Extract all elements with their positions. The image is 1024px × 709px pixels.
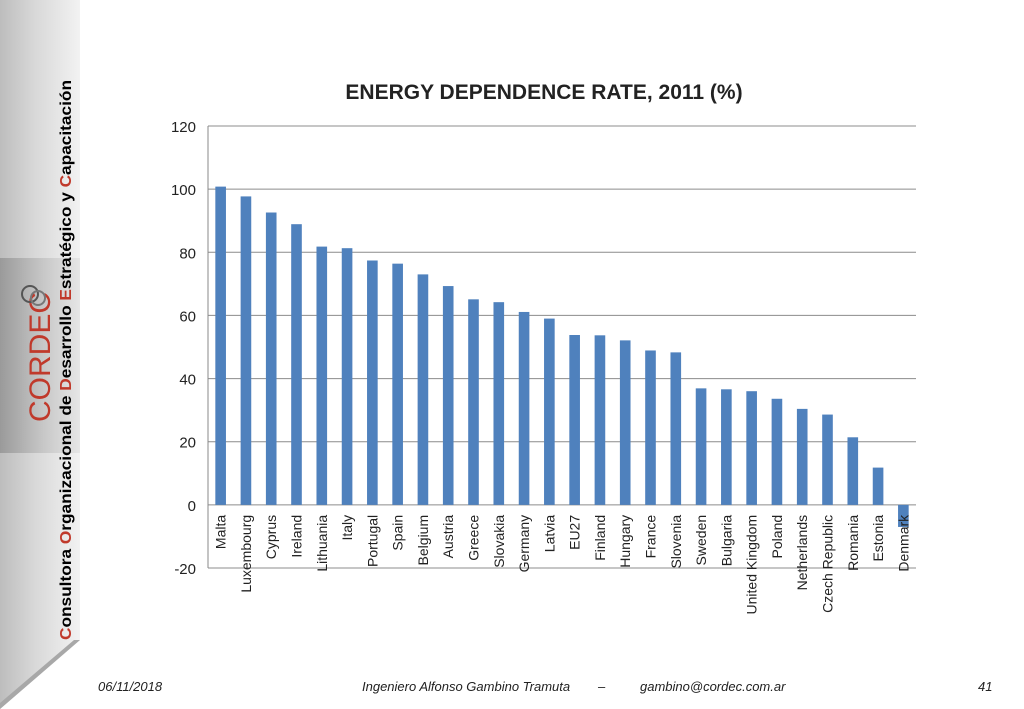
cordec-logo: CORDEC — [21, 285, 57, 422]
y-tick-label: 0 — [188, 498, 196, 515]
logo-rings-icon — [21, 285, 39, 303]
sidebar-initial: D — [58, 378, 75, 390]
bar — [721, 389, 732, 505]
x-tick-label: Czech Republic — [820, 515, 836, 613]
bar-chart: ENERGY DEPENDENCE RATE, 2011 (%) -20 0 20 4… — [171, 81, 916, 615]
x-tick-label: Bulgaria — [718, 515, 734, 567]
sidebar-initial: E — [58, 289, 75, 301]
bar — [240, 196, 252, 505]
bar — [442, 286, 454, 505]
bar — [518, 311, 530, 505]
x-tick-label: Estonia — [870, 515, 886, 562]
x-tick-label: Portugal — [364, 515, 380, 567]
x-tick-label: France — [643, 515, 659, 559]
x-tick-label: Italy — [339, 515, 355, 541]
sidebar-initial: O — [58, 531, 75, 544]
bar — [392, 263, 403, 505]
x-tick-label: Ireland — [289, 515, 305, 558]
x-tick-label: Malta — [213, 515, 229, 549]
y-axis-ticks: -20 0 20 40 60 80 100 120 — [171, 119, 196, 578]
sidebar: CORDEC Consultora Organizacional de Desa… — [0, 0, 80, 709]
gridlines — [208, 125, 916, 569]
bar — [872, 467, 884, 505]
bar — [796, 408, 808, 505]
footer-separator: – — [598, 679, 606, 694]
bar — [771, 398, 783, 505]
bar — [215, 186, 226, 505]
sidebar-word: apacitación — [58, 80, 75, 175]
bar — [695, 388, 707, 505]
x-tick-label: Spain — [390, 515, 406, 551]
footer-date: 06/11/2018 — [98, 679, 163, 694]
svg-text:Consultora Organizacional de D: Consultora Organizacional de Desarrollo … — [58, 80, 75, 640]
x-tick-label: United Kingdom — [744, 515, 760, 615]
bar — [316, 246, 328, 505]
x-tick-label: Finland — [592, 515, 608, 561]
x-tick-label: Romania — [845, 515, 861, 571]
page-number: 41 — [978, 679, 993, 694]
x-tick-label: Belgium — [415, 515, 431, 566]
bars — [215, 186, 909, 527]
bar — [417, 274, 429, 505]
bar — [898, 504, 909, 527]
page-fold — [0, 640, 80, 709]
sidebar-word: stratégico y — [58, 187, 75, 289]
x-tick-label: Sweden — [693, 515, 709, 566]
y-tick-label: 60 — [179, 308, 196, 325]
sidebar-vertical-text: Consultora Organizacional de Desarrollo … — [58, 80, 75, 640]
sidebar-word: esarrollo — [58, 301, 75, 379]
bar — [493, 302, 505, 505]
bar — [619, 340, 631, 505]
x-tick-label: Lithuania — [314, 515, 330, 572]
sidebar-word: rganizacional de — [58, 391, 75, 531]
x-tick-label: Austria — [440, 515, 456, 559]
x-tick-label: Luxembourg — [238, 515, 254, 593]
bar — [594, 335, 606, 505]
sidebar-word: onsultora — [58, 544, 75, 627]
x-tick-label: Netherlands — [794, 515, 810, 591]
x-tick-label: Latvia — [541, 515, 557, 553]
bar — [847, 437, 859, 505]
bar — [645, 350, 656, 505]
sidebar-initial: C — [58, 627, 75, 640]
x-tick-label: Slovakia — [491, 515, 507, 568]
x-tick-label: Greece — [466, 515, 482, 561]
bar — [746, 391, 757, 505]
bar — [569, 335, 580, 505]
sidebar-initial: C — [58, 174, 75, 187]
footer-author: Ingeniero Alfonso Gambino Tramuta — [362, 679, 571, 694]
logo-text: CORDEC — [24, 292, 57, 422]
bar — [367, 260, 378, 505]
x-tick-label: Slovenia — [668, 515, 684, 569]
y-tick-label: -20 — [174, 561, 196, 578]
x-tick-label: Cyprus — [263, 515, 279, 559]
y-tick-label: 40 — [179, 372, 196, 389]
chart-title: ENERGY DEPENDENCE RATE, 2011 (%) — [345, 81, 742, 104]
y-tick-label: 80 — [179, 245, 196, 262]
y-tick-label: 120 — [171, 119, 196, 136]
x-axis-labels: Malta Luxembourg Cyprus Ireland Lithuania Ita… — [213, 514, 912, 615]
bar — [544, 318, 555, 505]
footer-email: gambino@cordec.com.ar — [640, 679, 786, 694]
y-tick-label: 100 — [171, 182, 196, 199]
bar — [265, 212, 277, 505]
bar — [670, 352, 682, 505]
bar — [341, 248, 353, 505]
x-tick-label: EU27 — [567, 515, 583, 550]
x-tick-label: Germany — [516, 515, 532, 573]
x-tick-label: Hungary — [617, 515, 633, 568]
bar — [291, 224, 302, 505]
x-tick-label: Poland — [769, 515, 785, 559]
bar — [822, 414, 833, 505]
x-tick-label: Denmark — [895, 514, 911, 572]
y-tick-label: 20 — [179, 435, 196, 452]
bar — [468, 299, 479, 505]
